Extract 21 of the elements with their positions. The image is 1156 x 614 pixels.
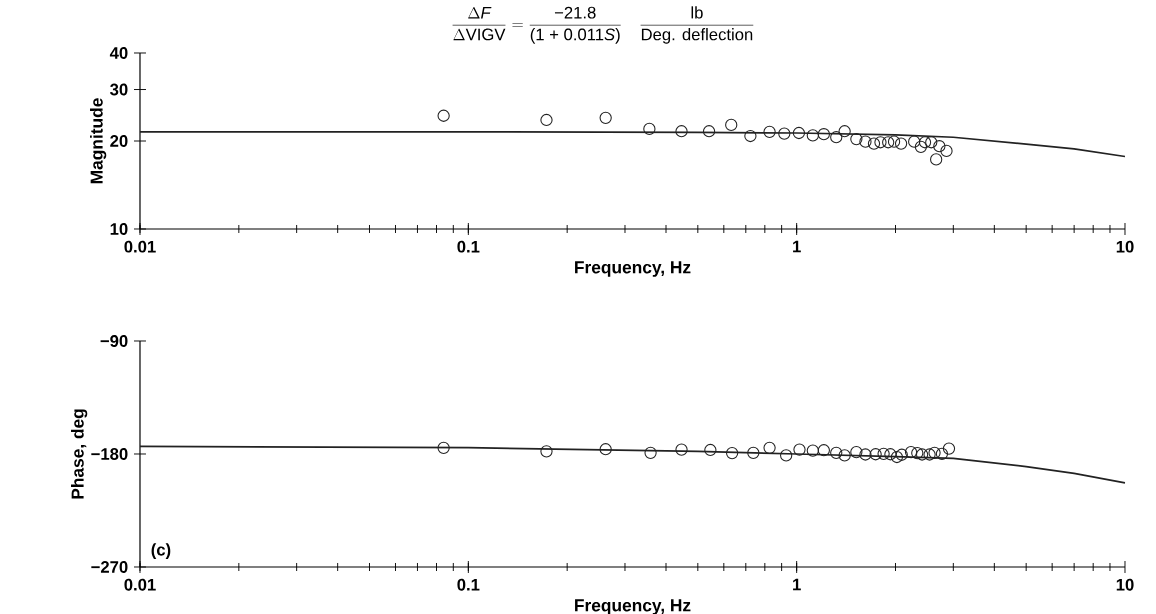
chart-title: $\dfrac{\Delta \textit{F}}{\Delta\text{VIGV}} = \dfrac{\text{−21.8}}{\text{(1 + 0.011}\textit{S}\text{)}}\quad\dfrac{\text{lb}}{\text{Deg. deflection}}$ [452, 6, 754, 44]
y-tick-label: 20 [110, 135, 128, 147]
y-tick-label: 10 [110, 223, 128, 235]
y-tick-label: 30 [110, 83, 128, 96]
x-tick-label: 10 [1116, 578, 1134, 591]
y-axis-title: Magnitude [90, 98, 107, 184]
x-tick-label: 1 [793, 240, 801, 253]
x-axis-title: Frequency, Hz [575, 599, 691, 614]
x-tick-label: 0.01 [124, 240, 156, 253]
x-tick-label: 0.01 [124, 578, 156, 591]
x-axis-title: Frequency, Hz [575, 261, 691, 277]
y-axis-title: Phase, deg [71, 409, 88, 499]
y-tick-label: −270 [91, 561, 128, 573]
x-tick-label: 0.1 [457, 578, 480, 591]
x-tick-label: 0.1 [457, 240, 480, 253]
y-tick-label: −180 [91, 448, 128, 460]
y-tick-label: −90 [100, 335, 128, 347]
y-tick-label: 40 [109, 47, 128, 59]
annotation: (c) [151, 543, 171, 559]
x-tick-label: 10 [1116, 240, 1134, 253]
x-tick-label: 1 [793, 578, 801, 591]
